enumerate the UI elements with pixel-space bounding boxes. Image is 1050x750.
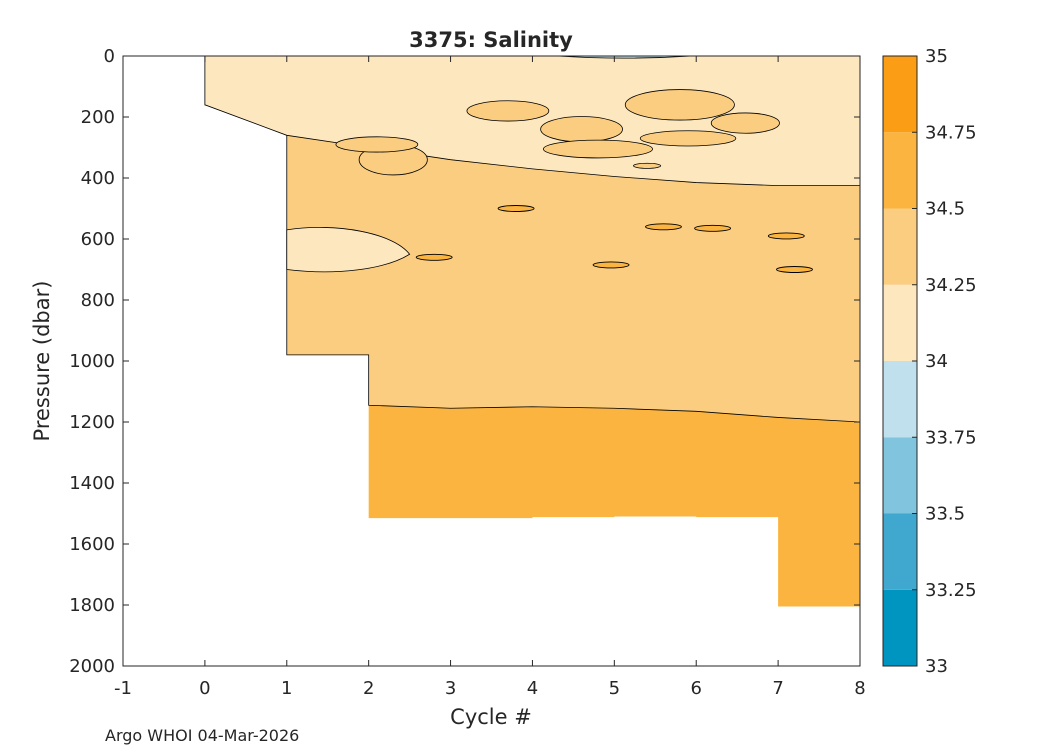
y-tick-label: 1600 [69, 534, 115, 555]
y-tick-label: 800 [81, 290, 115, 311]
colorbar-band [883, 513, 917, 590]
contour-lens [694, 224, 732, 232]
colorbar-tick-label: 34 [925, 351, 948, 372]
x-tick-label: 5 [609, 678, 620, 699]
colorbar-tick-label: 35 [925, 46, 948, 67]
contour-lens [767, 232, 805, 240]
x-tick-label: 4 [527, 678, 538, 699]
colorbar-band [883, 361, 917, 438]
colorbar-tick-label: 33.75 [925, 427, 977, 448]
contour-lens [776, 266, 813, 273]
colorbar-band [883, 132, 917, 209]
x-tick-label: 1 [281, 678, 292, 699]
contour-lens [497, 205, 535, 212]
colorbar: 33 33.25 33.5 33.75 34 34.25 34.5 34.75 35 [882, 46, 977, 677]
contour-island [710, 112, 780, 134]
y-tick-label: 1800 [69, 595, 115, 616]
y-tick-label: 200 [81, 107, 115, 128]
contour-island [540, 116, 623, 143]
contour-island [335, 136, 419, 153]
colorbar-band [883, 284, 917, 361]
colorbar-tick-label: 34.5 [925, 199, 965, 220]
colorbar-tick-label: 33.5 [925, 504, 965, 525]
contour-lens [592, 261, 630, 269]
colorbar-band [883, 589, 917, 666]
contour-patch-34-34.25 [286, 227, 411, 273]
contour-island [466, 100, 550, 122]
x-tick-label: 0 [199, 678, 210, 699]
contour-island [624, 89, 735, 121]
contour-island [633, 162, 662, 169]
y-tick-label: 1000 [69, 351, 115, 372]
colorbar-tick-label: 34.75 [925, 122, 977, 143]
x-tick-label: 8 [854, 678, 865, 699]
x-tick-label: 2 [363, 678, 374, 699]
contour-lens [415, 253, 453, 261]
y-tick-label: 1200 [69, 412, 115, 433]
x-tick-label: 7 [772, 678, 783, 699]
contour-lens [645, 223, 682, 231]
x-tick-label: 6 [690, 678, 701, 699]
y-axis-label: Pressure (dbar) [30, 281, 54, 442]
x-tick-label: -1 [114, 678, 132, 699]
colorbar-band [883, 208, 917, 285]
credit-text: Argo WHOI 04-Mar-2026 [105, 726, 299, 745]
contour-island [542, 139, 653, 159]
y-axis: 0 200 400 600 800 1000 1200 1400 1600 1800 2000 [69, 46, 860, 677]
y-tick-label: 600 [81, 229, 115, 250]
x-axis-label: Cycle # [450, 705, 532, 729]
y-tick-label: 400 [81, 168, 115, 189]
y-tick-label: 0 [104, 46, 115, 67]
contour-fills [204, 55, 861, 609]
contour-island [639, 130, 737, 147]
colorbar-tick-label: 34.25 [925, 275, 977, 296]
x-tick-label: 3 [445, 678, 456, 699]
colorbar-tick-label: 33 [925, 656, 948, 677]
y-tick-label: 1400 [69, 473, 115, 494]
colorbar-band [883, 437, 917, 514]
colorbar-tick-label: 33.25 [925, 580, 977, 601]
colorbar-band [883, 56, 917, 133]
chart-title: 3375: Salinity [409, 28, 573, 52]
y-tick-label: 2000 [69, 656, 115, 677]
x-axis: -1 0 1 2 3 4 5 6 7 8 [114, 56, 866, 699]
